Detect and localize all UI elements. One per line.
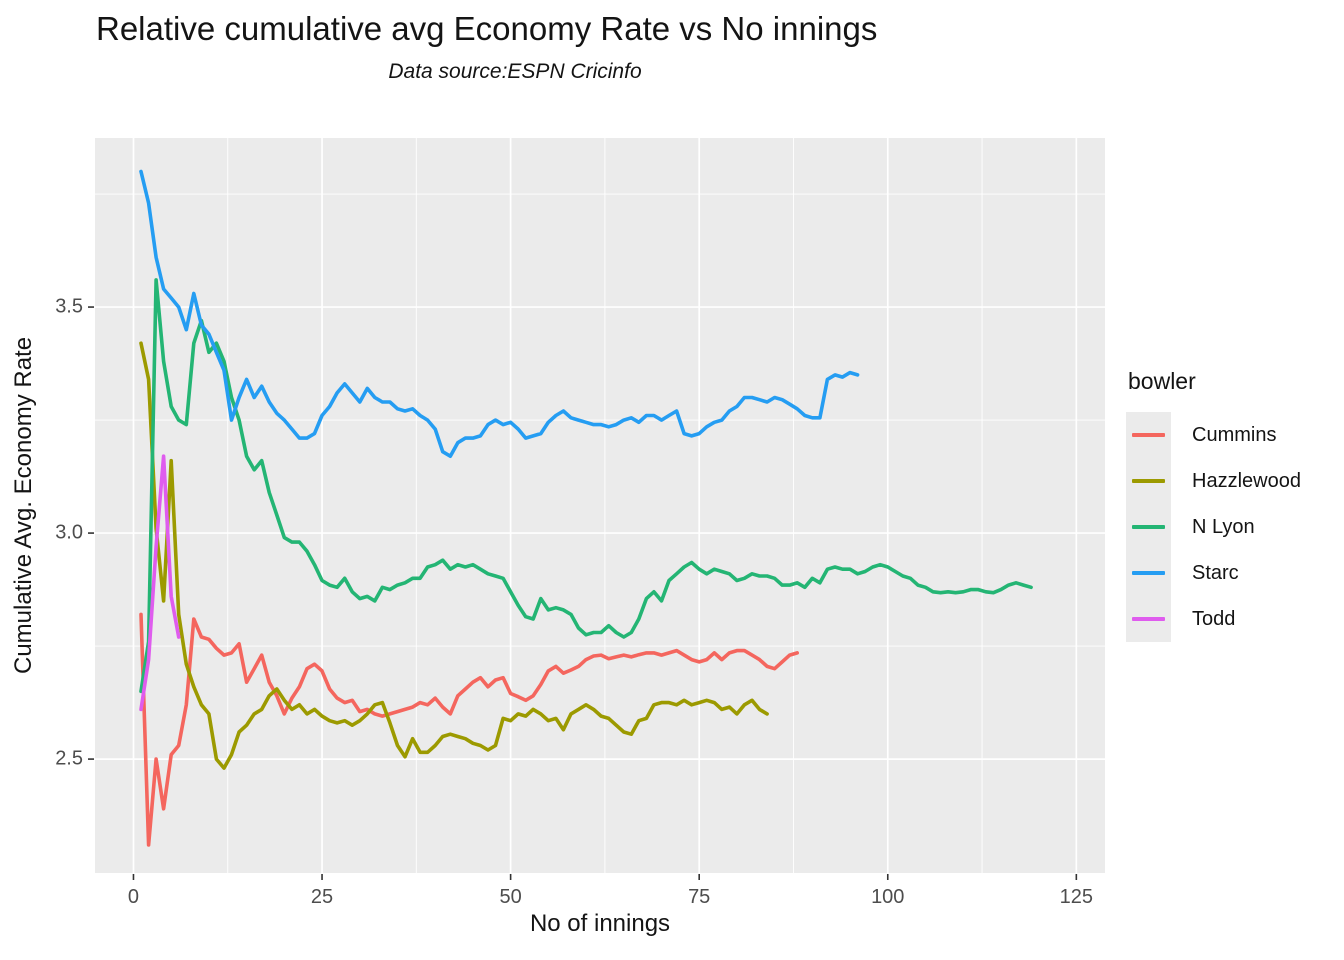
chart-subtitle: Data source:ESPN Cricinfo — [388, 60, 642, 83]
y-axis-title: Cumulative Avg. Economy Rate — [10, 336, 37, 675]
legend-key-swatch — [1126, 550, 1171, 596]
legend-key-swatch — [1126, 596, 1171, 642]
series-line-hazzlewood — [139, 341, 769, 770]
series-line-cummins — [139, 612, 800, 847]
legend-key-line-icon — [1132, 617, 1165, 621]
legend-item-cummins: Cummins — [1126, 412, 1276, 458]
legend-label: N Lyon — [1192, 515, 1255, 538]
x-axis-title: No of innings — [529, 910, 671, 937]
legend-item-todd: Todd — [1126, 596, 1235, 642]
legend-key-swatch — [1126, 458, 1171, 504]
legend-key-swatch — [1126, 504, 1171, 550]
legend-title: bowler — [1128, 368, 1196, 394]
legend-item-starc: Starc — [1126, 550, 1239, 596]
legend-key-line-icon — [1132, 433, 1165, 437]
series-line-todd — [139, 454, 181, 712]
series-line-n-lyon — [139, 278, 1033, 694]
legend-item-n-lyon: N Lyon — [1126, 504, 1255, 550]
legend-label: Cummins — [1192, 423, 1277, 446]
legend-key-line-icon — [1132, 479, 1165, 483]
x-tick-label: 50 — [499, 886, 522, 908]
legend-key-swatch — [1126, 412, 1171, 458]
chart-title: Relative cumulative avg Economy Rate vs … — [96, 10, 878, 47]
y-tick-label: 2.5 — [55, 747, 83, 770]
legend-label: Hazzlewood — [1192, 469, 1301, 492]
panel-background — [95, 138, 1105, 873]
x-tick-label: 125 — [1059, 886, 1094, 908]
y-tick-label: 3.0 — [55, 521, 83, 544]
legend-item-hazzlewood: Hazzlewood — [1126, 458, 1301, 504]
x-tick-label: 0 — [127, 886, 140, 908]
x-tick-label: 100 — [871, 886, 905, 908]
series-line-starc — [139, 169, 860, 459]
legend-label: Todd — [1192, 607, 1236, 630]
legend-label: Starc — [1192, 561, 1239, 584]
x-tick-label: 25 — [310, 886, 334, 908]
x-tick-label: 75 — [688, 886, 711, 908]
legend-key-line-icon — [1132, 525, 1165, 529]
legend-key-line-icon — [1132, 571, 1165, 575]
y-tick-label: 3.5 — [55, 295, 83, 318]
